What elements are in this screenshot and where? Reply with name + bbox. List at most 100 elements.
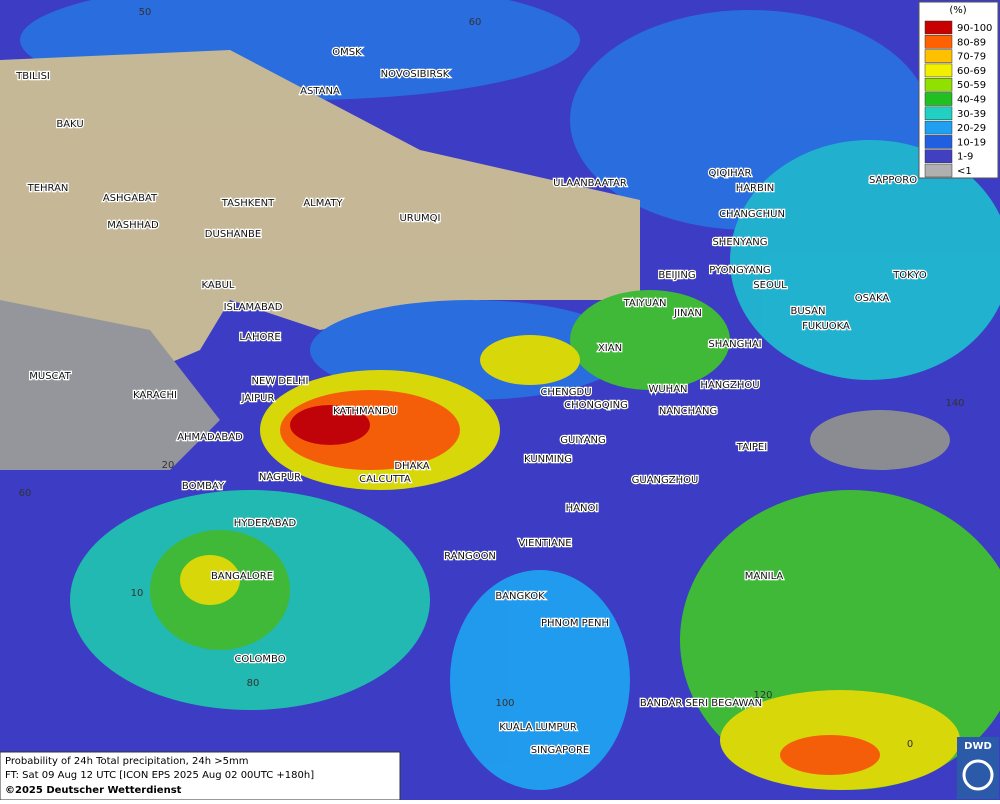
legend-swatch [924,77,953,92]
city-label: NEW DELHI [252,376,309,387]
graticule-label: 20 [162,460,175,471]
city-label: WUHAN [648,384,687,395]
city-label: DUSHANBE [205,229,261,240]
legend-label: <1 [957,166,972,177]
graticule-label: 60 [19,488,32,499]
city-label: LAHORE [239,332,280,343]
city-label: MASHHAD [107,220,159,231]
city-label: ISLAMABAD [224,302,283,313]
city-label: SHENYANG [712,237,767,248]
city-label: TAIPEI [736,442,767,453]
city-label: ASTANA [300,86,340,97]
legend-title: (%) [949,5,966,16]
city-label: AHMADABAD [177,432,243,443]
city-label: KABUL [202,280,235,291]
city-label: BOMBAY [182,481,225,492]
graticule-label: 100 [495,698,514,709]
city-label: BUSAN [790,306,825,317]
logo-icon [962,759,994,791]
legend-label: 70-79 [957,52,986,63]
city-label: GUIYANG [560,435,605,446]
city-label: SINGAPORE [531,745,590,756]
city-label: ULAANBAATAR [553,178,627,189]
city-label: HYDERABAD [234,518,297,529]
city-label: BEIJING [658,270,695,281]
city-label: TBILISI [15,71,50,82]
city-label: OMSK [332,47,362,58]
legend-label: 10-19 [957,137,986,148]
city-label: NAGPUR [259,472,301,483]
legend-label: 40-49 [957,95,986,106]
legend-label: 1-9 [957,152,973,163]
legend-swatch [924,163,953,178]
legend-label: 90-100 [957,23,992,34]
city-label: NANCHANG [659,406,717,417]
city-label: XIAN [598,343,622,354]
city-label: CHANGCHUN [719,209,785,220]
city-label: SHANGHAI [708,339,761,350]
city-label: PYONGYANG [709,265,770,276]
footer-line: Probability of 24h Total precipitation, … [5,756,248,767]
city-label: BANGKOK [495,591,545,602]
city-label: HARBIN [736,183,775,194]
logo: DWD [964,741,992,752]
city-label: TAIYUAN [623,298,667,309]
city-label: TOKYO [892,270,927,281]
legend-label: 50-59 [957,80,986,91]
city-label: HANGZHOU [700,380,759,391]
city-label: FUKUOKA [802,321,850,332]
legend-swatch [924,49,953,63]
city-label: TEHRAN [27,183,69,194]
city-label: JINAN [673,308,702,319]
legend-label: 30-39 [957,109,986,120]
legend-swatch [924,135,953,149]
graticule-label: 0 [907,739,913,750]
city-label: CHONGQING [564,400,628,411]
city-label: BANDAR SERI BEGAWAN [640,698,762,709]
city-label: URUMQI [399,213,440,224]
city-label: KARACHI [133,390,177,401]
city-label: MUSCAT [29,371,71,382]
graticule-label: 80 [247,678,260,689]
legend-label: 20-29 [957,123,986,134]
city-label: CALCUTTA [359,474,411,485]
city-label: ASHGABAT [103,193,158,204]
city-label: KUNMING [524,454,572,465]
legend-swatch [924,92,953,106]
city-label: KATHMANDU [333,406,397,417]
city-label: QIQIHAR [709,168,752,179]
city-label: DHAKA [394,461,429,472]
footer-box [0,751,401,801]
legend-swatch [924,35,953,49]
city-label: RANGOON [444,551,496,562]
graticule-label: 50 [139,7,152,18]
city-label: OSAKA [855,293,890,304]
city-label: BAKU [56,119,83,130]
legend-swatch [924,20,953,35]
city-label: KUALA LUMPUR [499,722,577,733]
city-label: SEOUL [753,280,787,291]
city-label: COLOMBO [234,654,285,665]
legend-swatch [924,149,953,163]
city-label: SAPPORO [869,175,917,186]
city-label: CHENGDU [540,387,591,398]
legend-swatch [924,120,953,135]
city-label: ALMATY [303,198,343,209]
footer-line: FT: Sat 09 Aug 12 UTC [ICON EPS 2025 Aug… [5,770,314,781]
city-label: BANGALORE [211,571,273,582]
legend-label: 60-69 [957,66,986,77]
city-label: PHNOM PENH [541,618,609,629]
city-label: JAIPUR [241,393,275,404]
footer-line: ©2025 Deutscher Wetterdienst [5,785,182,796]
legend-swatch [924,63,953,78]
city-label: MANILA [745,571,784,582]
graticule-label: 140 [945,398,964,409]
city-label: HANOI [566,503,599,514]
graticule-label: 60 [469,17,482,28]
city-label: NOVOSIBIRSK [381,69,450,80]
legend-label: 80-89 [957,37,986,48]
city-label: TASHKENT [221,198,275,209]
graticule-label: 120 [753,690,772,701]
